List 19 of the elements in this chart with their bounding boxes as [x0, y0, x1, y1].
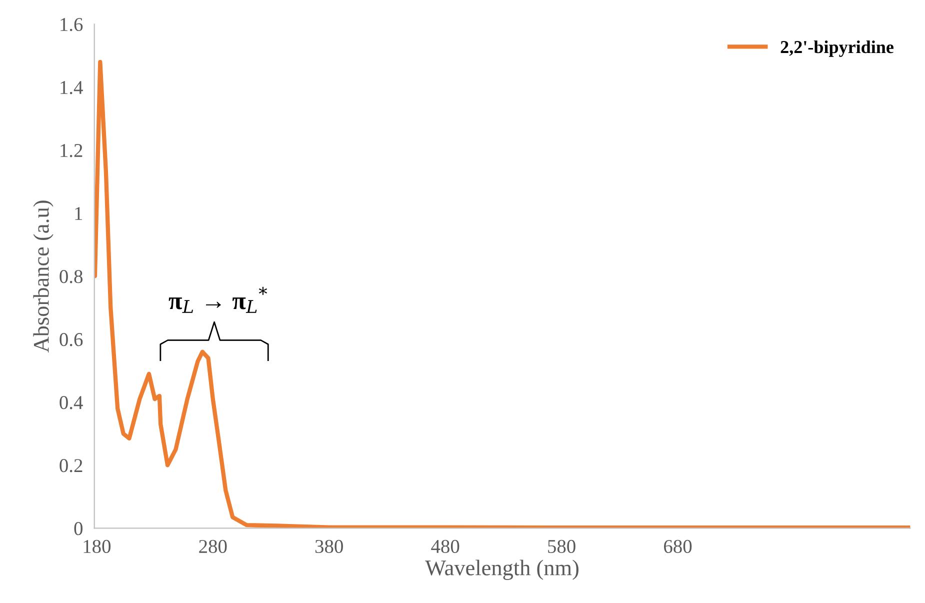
x-tick-label: 180 [84, 540, 111, 554]
x-tick-label: 580 [548, 540, 576, 554]
y-axis-title: Absorbance (a.u) [33, 200, 54, 352]
x-tick-label: 280 [199, 540, 227, 554]
y-tick-label: 0 [74, 522, 82, 536]
legend-label: 2,2'-bipyridine [780, 40, 894, 57]
x-axis-title: Wavelength (nm) [425, 560, 578, 580]
annotation: π$_{L}$ → π$_{L}$$^{*}$ [168, 286, 268, 313]
y-tick-label: 0.2 [60, 459, 82, 472]
y-tick-label: 0.6 [60, 333, 83, 346]
y-tick-label: 1 [75, 207, 82, 220]
y-tick-label: 0.4 [60, 396, 83, 410]
y-tick-label: 1.6 [60, 18, 83, 32]
x-tick-label: 480 [431, 540, 460, 554]
x-tick-label: 680 [664, 540, 692, 554]
y-tick-label: 1.4 [60, 81, 83, 94]
x-tick-label: 380 [315, 540, 343, 554]
y-tick-label: 1.2 [60, 144, 82, 158]
y-tick-label: 0.8 [60, 270, 82, 284]
